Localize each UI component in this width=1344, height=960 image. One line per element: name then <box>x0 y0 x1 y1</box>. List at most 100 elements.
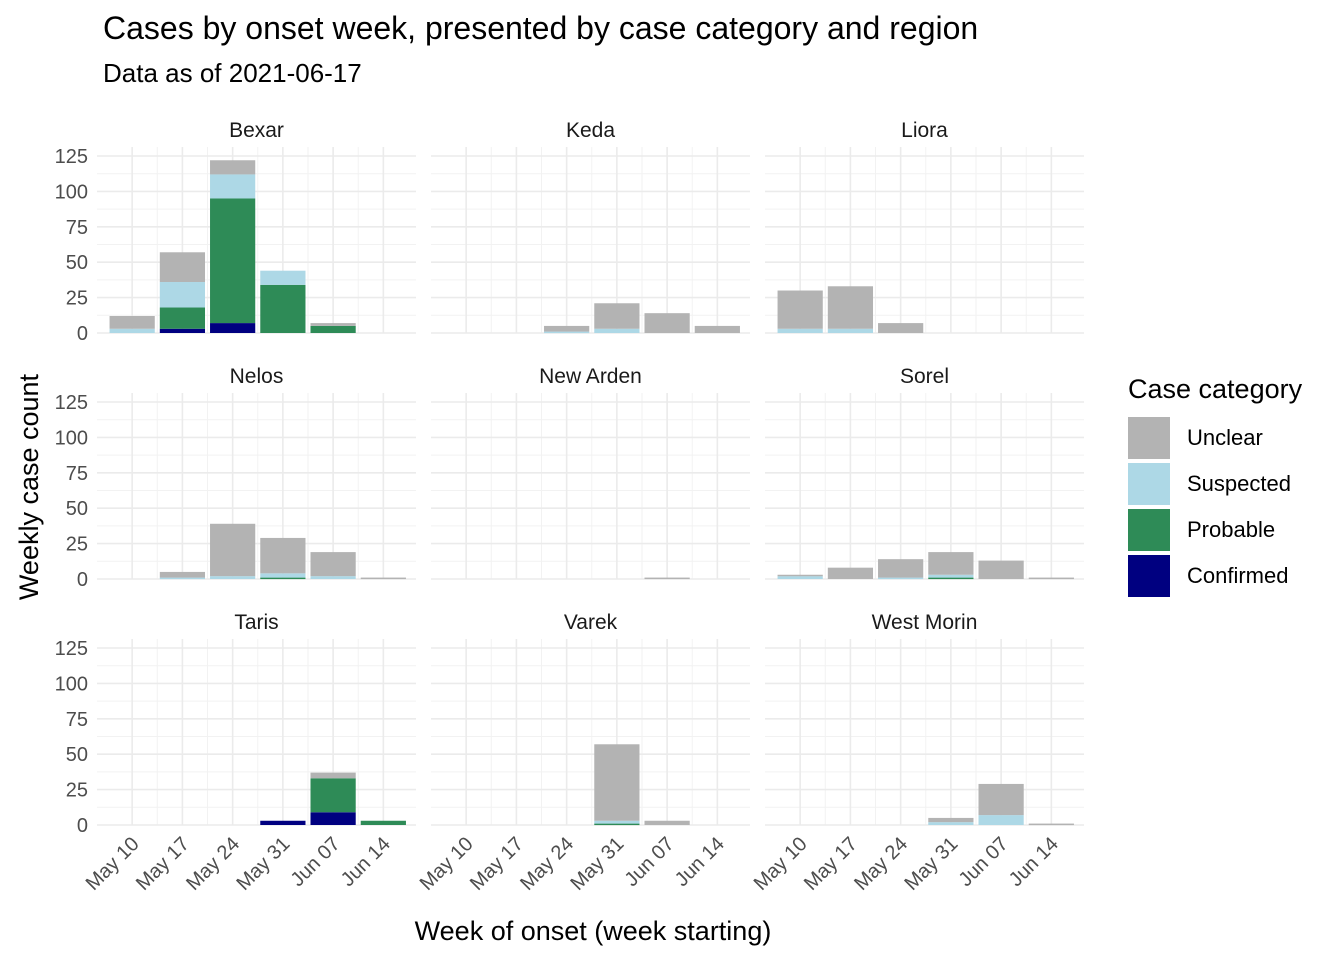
bar-sorel-may-31-unclear <box>928 552 974 575</box>
bar-varek-jun-07-unclear <box>644 820 690 825</box>
legend-title: Case category <box>1128 374 1303 404</box>
bar-bexar-jun-07-unclear <box>310 323 356 326</box>
bar-sorel-jun-07-unclear <box>978 560 1024 579</box>
y-tick-label: 75 <box>66 217 88 239</box>
x-tick-label: May 24 <box>182 833 244 895</box>
y-tick-label: 0 <box>77 569 88 591</box>
y-tick-label: 100 <box>55 427 88 449</box>
bar-sorel-jun-14-unclear <box>1028 577 1074 580</box>
x-tick-label: Jun 14 <box>337 833 395 891</box>
facet-label-keda: Keda <box>566 119 615 142</box>
legend-item-unclear: Unclear <box>1128 415 1302 461</box>
bar-keda-may-31-suspected <box>594 328 640 333</box>
x-tick-label: Jun 14 <box>671 833 729 891</box>
x-tick-label: May 10 <box>416 833 478 895</box>
legend-key-suspected <box>1128 463 1170 505</box>
y-tick-label: 0 <box>77 815 88 837</box>
x-tick-label: Jun 07 <box>955 833 1013 891</box>
legend-key-probable <box>1128 509 1170 551</box>
bar-varek-may-31-probable <box>594 823 640 826</box>
y-tick-label: 125 <box>55 392 88 414</box>
bar-nelos-jun-07-unclear <box>310 552 356 577</box>
bar-nelos-jun-14-unclear <box>360 577 406 580</box>
y-tick-label: 100 <box>55 673 88 695</box>
bar-keda-jun-14-unclear <box>694 325 740 333</box>
bar-bexar-may-24-probable <box>210 198 256 324</box>
bar-bexar-may-17-suspected <box>159 282 206 308</box>
legend-label-probable: Probable <box>1187 517 1276 542</box>
facet-label-west-morin: West Morin <box>872 611 978 634</box>
bar-sorel-may-31-probable <box>928 577 974 580</box>
y-tick-label: 125 <box>55 638 88 660</box>
y-tick-label: 125 <box>55 146 88 168</box>
bar-bexar-may-24-suspected <box>210 174 256 199</box>
bar-bexar-may-17-probable <box>159 307 206 329</box>
bar-bexar-may-17-confirmed <box>159 328 206 333</box>
x-tick-label: May 10 <box>750 833 812 895</box>
bar-west-morin-jun-14-unclear <box>1028 823 1074 826</box>
x-tick-label: May 31 <box>566 833 628 895</box>
bar-bexar-may-31-suspected <box>260 270 306 285</box>
bar-nelos-may-17-unclear <box>159 571 206 578</box>
facet-label-sorel: Sorel <box>900 365 949 388</box>
facet-label-new-arden: New Arden <box>539 365 642 388</box>
legend-key-confirmed <box>1128 555 1170 597</box>
legend-label-suspected: Suspected <box>1187 471 1291 496</box>
bar-keda-may-24-unclear <box>544 325 590 332</box>
y-tick-label: 25 <box>66 288 88 310</box>
bar-west-morin-may-31-suspected <box>928 822 974 825</box>
bar-nelos-may-31-suspected <box>260 573 306 578</box>
x-tick-label: May 24 <box>516 833 578 895</box>
bar-nelos-jun-07-suspected <box>310 576 356 579</box>
bar-liora-may-10-unclear <box>777 290 823 329</box>
x-tick-label: May 10 <box>82 833 144 895</box>
bar-nelos-may-24-unclear <box>210 523 256 577</box>
bar-sorel-may-10-unclear <box>777 574 823 577</box>
x-tick-label: Jun 07 <box>287 833 345 891</box>
bar-nelos-may-31-probable <box>260 577 306 580</box>
bar-west-morin-may-31-unclear <box>928 817 974 823</box>
bar-taris-jun-07-probable <box>310 778 356 813</box>
y-tick-label: 75 <box>66 709 88 731</box>
bar-keda-may-24-suspected <box>544 331 590 334</box>
x-tick-label: May 17 <box>132 833 194 895</box>
bar-bexar-may-24-unclear <box>210 160 256 175</box>
bar-liora-may-24-unclear <box>878 323 924 333</box>
chart-subtitle: Data as of 2021-06-17 <box>103 58 362 88</box>
bar-bexar-may-10-suspected <box>109 328 155 333</box>
bar-sorel-may-24-suspected <box>878 577 924 580</box>
legend-item-confirmed: Confirmed <box>1128 553 1302 599</box>
y-tick-label: 25 <box>66 534 88 556</box>
bar-bexar-jun-07-probable <box>310 325 356 333</box>
bar-sorel-may-17-unclear <box>827 567 874 579</box>
bar-taris-may-31-confirmed <box>260 820 306 825</box>
x-tick-label: May 17 <box>466 833 528 895</box>
bar-liora-may-17-unclear <box>827 286 874 329</box>
y-tick-label: 75 <box>66 463 88 485</box>
y-axis-title: Weekly case count <box>14 373 44 600</box>
y-tick-label: 50 <box>66 744 88 766</box>
bar-varek-may-31-suspected <box>594 820 640 824</box>
x-tick-label: May 31 <box>900 833 962 895</box>
bar-taris-jun-07-confirmed <box>310 812 356 825</box>
y-tick-label: 50 <box>66 252 88 274</box>
x-tick-label: May 31 <box>232 833 294 895</box>
bar-sorel-may-10-suspected <box>777 576 823 579</box>
bar-west-morin-jun-07-suspected <box>978 815 1024 825</box>
x-tick-label: May 17 <box>800 833 862 895</box>
x-tick-label: May 24 <box>850 833 912 895</box>
legend-item-probable: Probable <box>1128 507 1302 553</box>
bar-bexar-may-24-confirmed <box>210 323 256 333</box>
legend-label-unclear: Unclear <box>1187 425 1263 450</box>
facet-label-nelos: Nelos <box>230 365 284 388</box>
bar-bexar-may-17-unclear <box>159 252 206 283</box>
bar-keda-jun-07-unclear <box>644 313 690 333</box>
bar-keda-may-31-unclear <box>594 303 640 329</box>
legend-key-unclear <box>1128 417 1170 459</box>
bar-sorel-may-24-unclear <box>878 559 924 578</box>
legend-label-confirmed: Confirmed <box>1187 563 1289 588</box>
bar-nelos-may-17-suspected <box>159 577 206 580</box>
bar-taris-jun-07-unclear <box>310 772 356 779</box>
facet-label-bexar: Bexar <box>229 119 284 142</box>
